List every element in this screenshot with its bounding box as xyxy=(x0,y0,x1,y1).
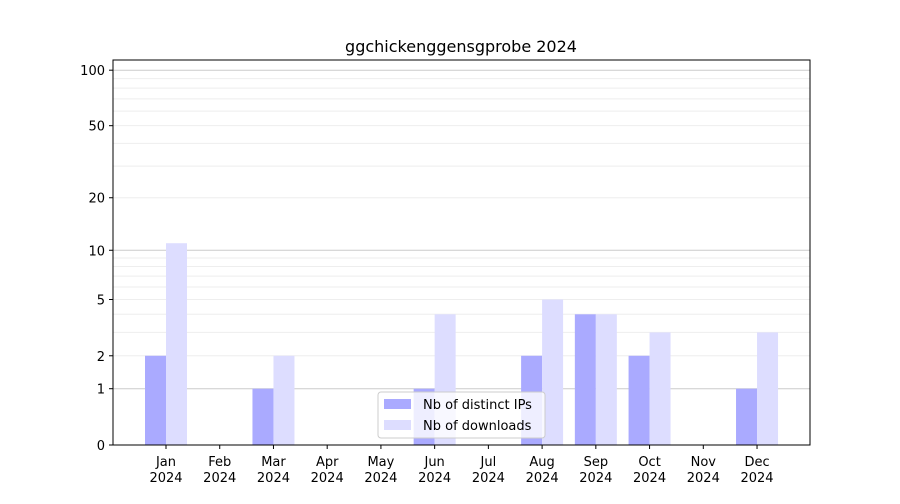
y-tick-label: 20 xyxy=(88,192,105,207)
bar-distinct-ips xyxy=(574,314,596,445)
y-tick-label: 0 xyxy=(97,439,105,454)
x-tick-label: Apr 2024 xyxy=(311,455,344,486)
x-tick-label: Nov 2024 xyxy=(687,455,720,486)
x-tick-label: Dec 2024 xyxy=(740,455,773,486)
plot-frame xyxy=(112,59,811,446)
x-tick-label: Feb 2024 xyxy=(203,455,236,486)
y-tick-label: 100 xyxy=(80,64,105,79)
y-tick-label: 50 xyxy=(88,120,105,135)
x-tick-label: Oct 2024 xyxy=(633,455,666,486)
legend-swatch xyxy=(384,399,411,409)
bar-downloads xyxy=(273,355,295,445)
y-tick-label: 1 xyxy=(97,383,105,398)
chart-title: ggchickenggensgprobe 2024 xyxy=(345,37,577,56)
y-tick-label: 2 xyxy=(97,350,105,365)
legend: Nb of distinct IPs Nb of downloads xyxy=(377,391,546,439)
x-tick-label: Jul 2024 xyxy=(472,455,505,486)
bar-downloads xyxy=(166,243,187,445)
y-tick-label: 5 xyxy=(97,293,105,308)
y-tick-label: 10 xyxy=(88,244,105,259)
bar-downloads xyxy=(757,332,779,445)
bar-distinct-ips xyxy=(145,355,166,445)
bar-downloads xyxy=(542,299,564,445)
bar-distinct-ips xyxy=(628,355,650,445)
bar-downloads xyxy=(649,332,671,445)
x-tick-label: Sep 2024 xyxy=(579,455,612,486)
legend-label: Nb of distinct IPs xyxy=(423,398,532,413)
x-tick-label: Jun 2024 xyxy=(418,455,451,486)
legend-label: Nb of downloads xyxy=(423,419,532,434)
bar-downloads xyxy=(595,314,617,445)
x-tick-label: Mar 2024 xyxy=(257,455,290,486)
bar-distinct-ips xyxy=(252,388,274,445)
bar-distinct-ips xyxy=(736,388,758,445)
x-tick-label: May 2024 xyxy=(364,455,397,486)
legend-box xyxy=(377,391,546,439)
x-tick-label: Jan 2024 xyxy=(149,455,182,486)
x-tick-label: Aug 2024 xyxy=(526,455,559,486)
legend-swatch xyxy=(384,420,411,430)
